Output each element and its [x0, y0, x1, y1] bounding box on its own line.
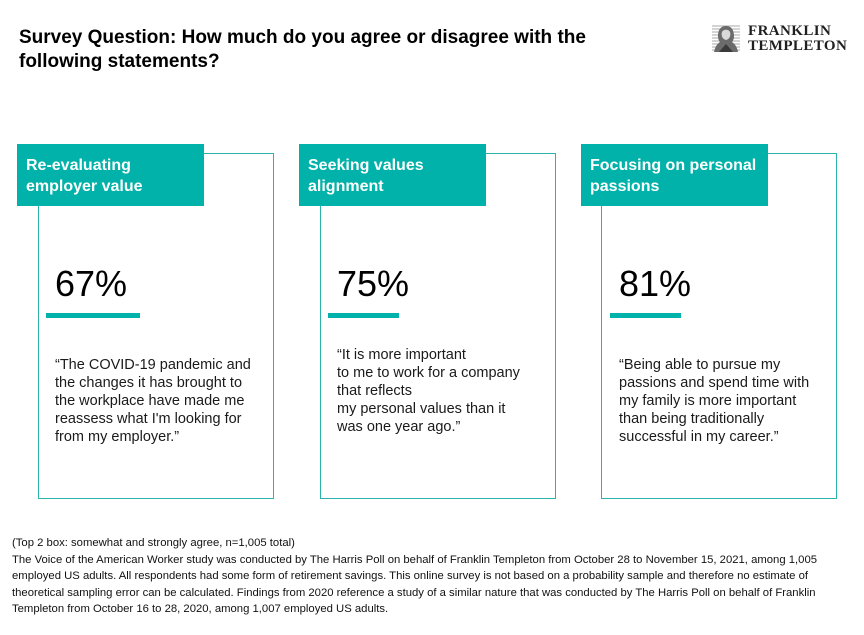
percent-personal-passions: 81%: [619, 263, 692, 304]
footnote: (Top 2 box: somewhat and strongly agree,…: [12, 535, 852, 618]
logo-line-2: TEMPLETON: [748, 38, 848, 54]
card-header-employer-value: Re-evaluating employer value: [17, 144, 204, 206]
quote-personal-passions: “Being able to pursue my passions and sp…: [619, 357, 810, 445]
footnote-methodology: The Voice of the American Worker study w…: [12, 553, 818, 616]
percent-underline: [46, 313, 140, 318]
percent-employer-value: 67%: [55, 263, 128, 304]
logo-wordmark: FRANKLIN TEMPLETON: [748, 24, 847, 54]
quote-employer-value: “The COVID-19 pandemic and the changes i…: [55, 357, 251, 445]
percent-underline: [328, 313, 399, 318]
card-header-values-alignment: Seeking values alignment: [299, 144, 486, 206]
quote-values-alignment: “It is more important to me to work for …: [337, 347, 520, 435]
percent-values-alignment: 75%: [337, 263, 410, 304]
logo-line-1: FRANKLIN: [748, 23, 832, 39]
franklin-templeton-logo: FRANKLIN TEMPLETON: [710, 22, 850, 56]
benjamin-franklin-portrait-icon: [710, 23, 742, 53]
footnote-sample-note: (Top 2 box: somewhat and strongly agree,…: [12, 537, 295, 549]
percent-underline: [610, 313, 681, 318]
stat-card-personal-passions: [601, 153, 837, 499]
page-title: Survey Question: How much do you agree o…: [19, 27, 586, 72]
stat-card-values-alignment: [320, 153, 556, 499]
stat-card-employer-value: [38, 153, 274, 499]
card-header-personal-passions: Focusing on personal passions: [581, 144, 768, 206]
